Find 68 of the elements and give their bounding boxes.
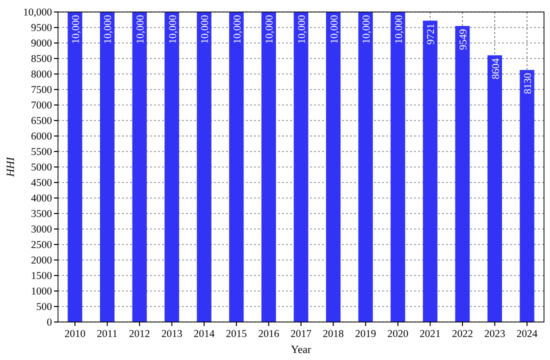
bar xyxy=(229,12,244,322)
data-label: 10,000 xyxy=(70,15,82,44)
y-tick-label: 5500 xyxy=(31,147,52,158)
bar xyxy=(68,12,82,322)
bar xyxy=(132,12,147,322)
data-label: 10,000 xyxy=(232,15,244,44)
x-tick-label: 2017 xyxy=(290,329,312,340)
y-tick-label: 6500 xyxy=(31,116,52,128)
y-tick-label: 3500 xyxy=(31,209,52,220)
data-label: 10,000 xyxy=(200,15,212,44)
y-tick-label: 7500 xyxy=(31,85,52,96)
x-tick-label: 2016 xyxy=(258,329,280,340)
bar xyxy=(100,12,115,322)
data-label: 10,000 xyxy=(362,15,373,44)
x-tick-label: 2018 xyxy=(322,329,344,340)
bar xyxy=(326,12,341,322)
bar xyxy=(164,12,180,322)
x-tick-label: 2020 xyxy=(387,329,408,340)
x-tick-label: 2014 xyxy=(194,329,216,340)
bar xyxy=(294,12,308,322)
x-tick-label: 2024 xyxy=(516,329,538,340)
y-tick-label: 1000 xyxy=(31,286,52,298)
x-tick-label: 2015 xyxy=(226,329,247,340)
bar xyxy=(390,12,406,322)
x-tick-label: 2022 xyxy=(452,329,473,340)
bar xyxy=(422,20,438,322)
y-tick-label: 10,000 xyxy=(23,8,52,19)
data-label: 8130 xyxy=(523,72,534,94)
x-tick-label: 2012 xyxy=(129,329,150,340)
data-label: 10,000 xyxy=(394,15,405,44)
y-tick-label: 9500 xyxy=(31,23,52,34)
x-tick-label: 2011 xyxy=(96,329,118,340)
bar xyxy=(487,55,502,322)
data-label: 8604 xyxy=(490,58,502,80)
y-tick-label: 9000 xyxy=(31,38,52,50)
bar xyxy=(520,70,534,322)
y-tick-label: 4500 xyxy=(31,178,52,190)
bar xyxy=(261,12,276,322)
y-tick-label: 2000 xyxy=(31,256,52,267)
data-label: 10,000 xyxy=(264,15,276,44)
y-tick-label: 8000 xyxy=(31,70,52,81)
y-axis-title: HHI xyxy=(5,156,17,178)
y-tick-label: 1500 xyxy=(31,271,52,282)
y-tick-label: 6000 xyxy=(31,132,52,143)
bar xyxy=(455,26,470,322)
data-label: 10,000 xyxy=(297,15,308,44)
bar xyxy=(196,12,212,322)
data-label: 10,000 xyxy=(136,15,147,44)
data-label: 9721 xyxy=(426,24,438,45)
data-label: 10,000 xyxy=(329,15,340,44)
x-tick-label: 2019 xyxy=(355,329,376,340)
x-tick-label: 2013 xyxy=(161,329,182,340)
x-tick-label: 2021 xyxy=(420,329,441,340)
y-tick-label: 7000 xyxy=(31,100,52,112)
y-tick-label: 4000 xyxy=(31,194,52,205)
y-tick-label: 8500 xyxy=(31,54,52,66)
bar xyxy=(358,12,373,322)
y-tick-label: 0 xyxy=(46,318,52,329)
data-label: 10,000 xyxy=(168,15,179,44)
y-tick-label: 500 xyxy=(36,302,52,314)
x-tick-label: 2010 xyxy=(64,329,86,340)
x-tick-label: 2023 xyxy=(484,329,506,340)
data-label: 10,000 xyxy=(103,15,114,44)
data-label: 9549 xyxy=(458,28,470,50)
x-axis-title: Year xyxy=(290,344,312,356)
y-tick-label: 2500 xyxy=(31,240,52,252)
y-tick-label: 5000 xyxy=(31,162,52,174)
y-tick-label: 3000 xyxy=(31,224,52,236)
